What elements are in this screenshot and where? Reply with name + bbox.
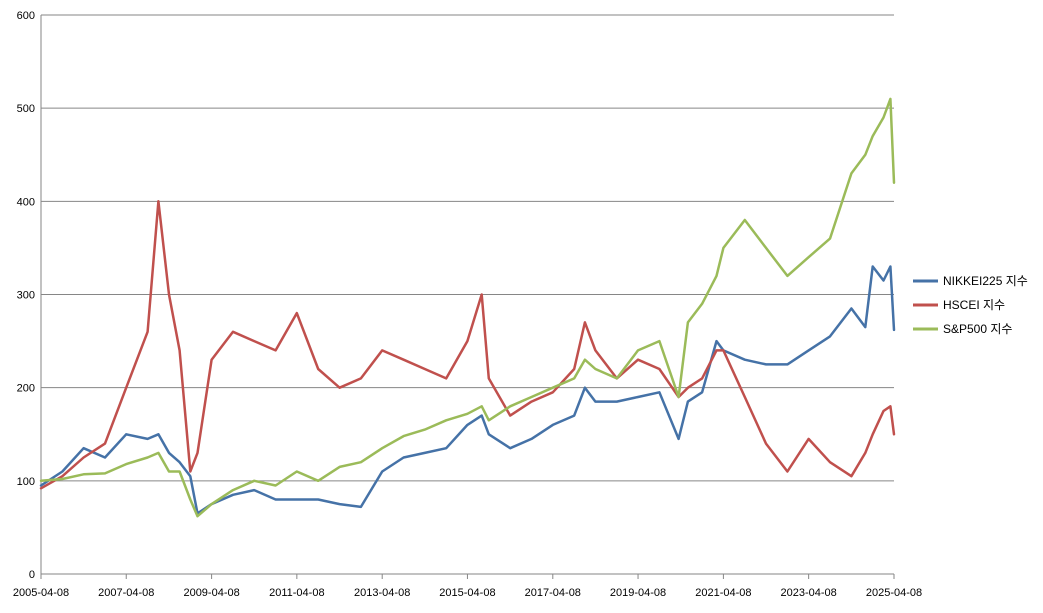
axis-layer: 0 100 200 300 400 500 600 2005-04-08 2007-04-08 2… — [13, 10, 922, 599]
y-tick-label: 300 — [17, 290, 35, 302]
x-tick-label: 2019-04-08 — [610, 587, 666, 599]
series-line-0 — [39, 265, 896, 515]
series-line-1 — [39, 200, 896, 490]
legend-label: NIKKEI225 지수 — [943, 274, 1028, 288]
x-tick-label: 2009-04-08 — [183, 587, 239, 599]
x-tick-label: 2017-04-08 — [525, 587, 581, 599]
x-tick-label: 2021-04-08 — [695, 587, 751, 599]
x-tick-label: 2007-04-08 — [98, 587, 154, 599]
x-tick-label: 2011-04-08 — [269, 587, 324, 599]
x-tick-label: 2005-04-08 — [13, 587, 69, 599]
legend: NIKKEI225 지수 HSCEI 지수 S&P500 지수 — [913, 274, 1028, 336]
y-tick-label: 600 — [17, 10, 35, 22]
legend-label: HSCEI 지수 — [943, 298, 1005, 312]
y-tick-label: 200 — [17, 383, 35, 395]
y-tick-label: 500 — [17, 103, 35, 115]
x-tick-label: 2015-04-08 — [439, 587, 495, 599]
y-tick-label: 0 — [29, 569, 35, 581]
x-tick-label: 2025-04-08 — [866, 587, 922, 599]
legend-label: S&P500 지수 — [943, 322, 1012, 336]
y-tick-label: 100 — [17, 476, 35, 488]
y-tick-label: 400 — [17, 196, 35, 208]
x-tick-label: 2023-04-08 — [781, 587, 837, 599]
series-layer — [39, 97, 896, 518]
x-tick-label: 2013-04-08 — [354, 587, 410, 599]
series-line-2 — [39, 97, 896, 518]
